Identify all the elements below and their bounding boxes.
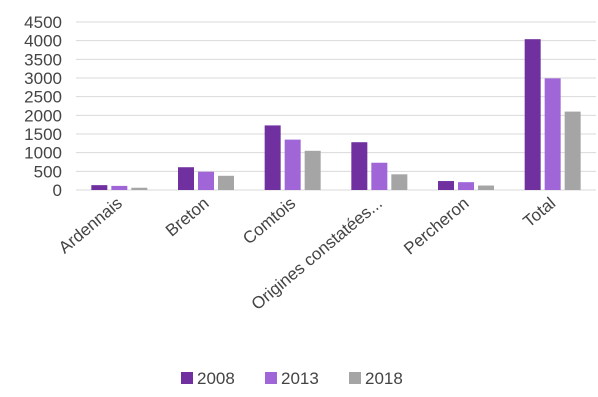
legend-label: 2008	[197, 369, 235, 388]
bar-2008-1	[178, 167, 194, 190]
x-category-label: Ardennais	[55, 194, 126, 258]
x-category-label: Breton	[162, 194, 213, 241]
bar-2013-1	[198, 171, 214, 190]
legend-label: 2018	[365, 369, 403, 388]
y-tick-label: 1000	[24, 144, 62, 163]
gridlines	[76, 21, 596, 191]
y-tick-label: 1500	[24, 125, 62, 144]
bar-2013-4	[458, 182, 474, 190]
legend-item-2008: 2008	[181, 369, 235, 388]
bar-2018-4	[478, 185, 494, 190]
legend: 2008 2013 2018	[181, 369, 403, 388]
bar-2018-0	[131, 187, 148, 190]
bar-2018-5	[564, 111, 581, 190]
legend-swatch	[349, 372, 361, 384]
bar-2008-3	[351, 142, 368, 190]
bar-2018-2	[304, 150, 321, 190]
legend-item-2018: 2018	[349, 369, 403, 388]
y-tick-label: 2000	[24, 106, 62, 125]
x-category-label: Comtois	[239, 194, 299, 249]
bar-2013-0	[111, 185, 128, 190]
legend-swatch	[181, 372, 193, 384]
bar-2018-3	[391, 174, 408, 190]
x-category-label: Percheron	[400, 194, 472, 259]
bars	[91, 39, 581, 190]
x-category-label: Total	[520, 194, 560, 232]
bar-2008-0	[91, 185, 108, 190]
y-tick-label: 3500	[24, 50, 62, 69]
bar-2008-2	[264, 125, 281, 190]
legend-label: 2013	[281, 369, 319, 388]
y-tick-label: 2500	[24, 88, 62, 107]
bar-2013-5	[544, 78, 561, 190]
y-tick-label: 4500	[24, 13, 62, 32]
bar-2013-2	[284, 139, 301, 190]
bar-2008-5	[524, 39, 541, 190]
y-tick-label: 500	[34, 162, 62, 181]
y-tick-label: 4000	[24, 32, 62, 51]
bar-2013-3	[371, 162, 388, 190]
legend-swatch	[265, 372, 277, 384]
y-tick-label: 0	[53, 181, 62, 200]
bar-2008-4	[438, 181, 454, 190]
bar-2018-1	[218, 175, 234, 190]
y-tick-label: 3000	[24, 69, 62, 88]
legend-item-2013: 2013	[265, 369, 319, 388]
